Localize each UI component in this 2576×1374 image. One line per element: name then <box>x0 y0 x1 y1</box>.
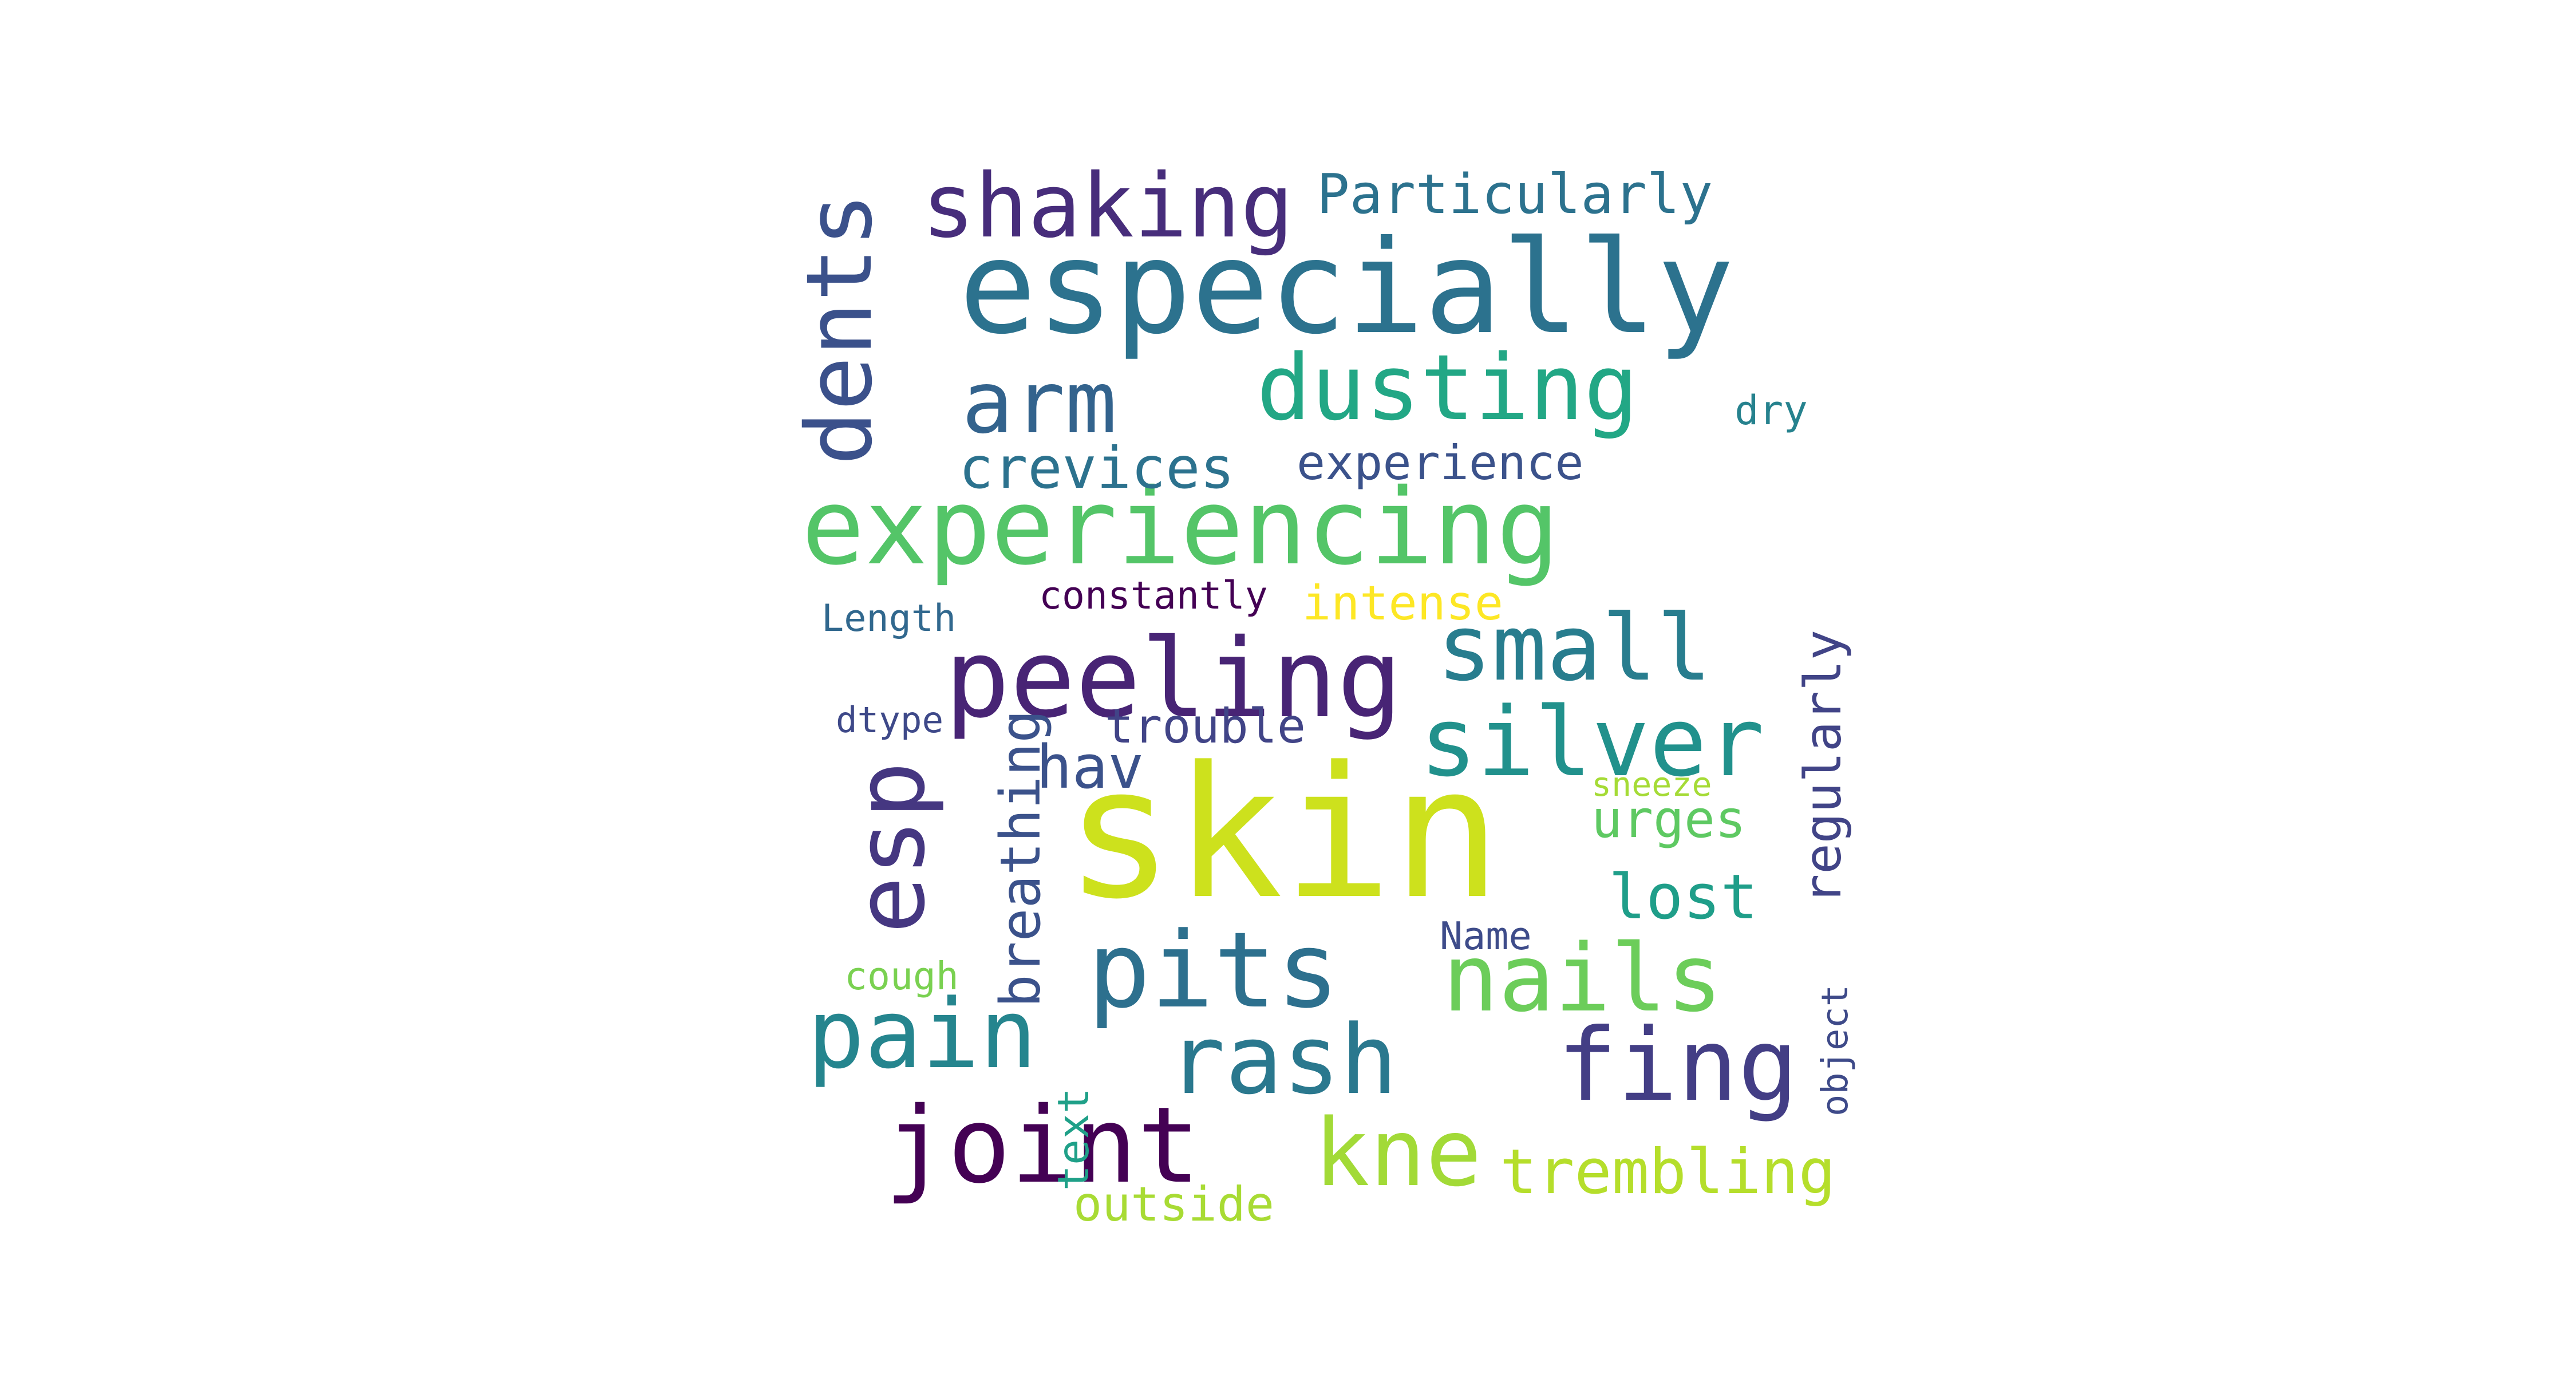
word-arm: arm <box>962 353 1117 453</box>
word-urges: urges <box>1591 790 1746 850</box>
word-joint: joint <box>884 1084 1200 1207</box>
word-length: Length <box>821 597 957 640</box>
word-experiencing: experiencing <box>801 466 1560 589</box>
word-dents: dents <box>787 192 892 466</box>
word-esp: esp <box>835 761 947 934</box>
word-name: Name <box>1440 913 1532 958</box>
word-skin: skin <box>1065 727 1502 939</box>
word-intense: intense <box>1302 575 1504 631</box>
word-peeling: peeling <box>945 615 1402 742</box>
word-outside: outside <box>1073 1176 1275 1233</box>
word-shaking: shaking <box>922 155 1294 258</box>
word-text: text <box>1048 1087 1099 1191</box>
word-fing: fing <box>1557 1008 1799 1124</box>
word-constantly: constantly <box>1039 572 1268 618</box>
word-particularly: Particularly <box>1317 162 1713 227</box>
word-dtype: dtype <box>836 698 944 741</box>
word-hav: hav <box>1036 732 1144 802</box>
word-nails: nails <box>1443 925 1723 1033</box>
word-rash: rash <box>1168 1005 1398 1116</box>
word-object: object <box>1814 984 1856 1116</box>
word-pain: pain <box>807 979 1037 1091</box>
word-especially: especially <box>959 212 1735 363</box>
word-pits: pits <box>1088 909 1340 1032</box>
word-kne: kne <box>1314 1099 1482 1208</box>
word-dusting: dusting <box>1257 335 1639 441</box>
word-sneeze: sneeze <box>1591 765 1712 804</box>
word-small: small <box>1437 595 1712 702</box>
word-experience: experience <box>1297 435 1584 491</box>
word-trouble: trouble <box>1105 698 1306 755</box>
word-crevices: crevices <box>959 434 1235 502</box>
word-regularly: regularly <box>1793 629 1853 905</box>
word-lost: lost <box>1609 860 1758 933</box>
word-cough: cough <box>844 953 959 998</box>
word-trembling: trembling <box>1500 1135 1836 1208</box>
word-dry: dry <box>1735 386 1808 434</box>
word-breathing: breathing <box>988 709 1053 1008</box>
word-silver: silver <box>1420 687 1765 799</box>
